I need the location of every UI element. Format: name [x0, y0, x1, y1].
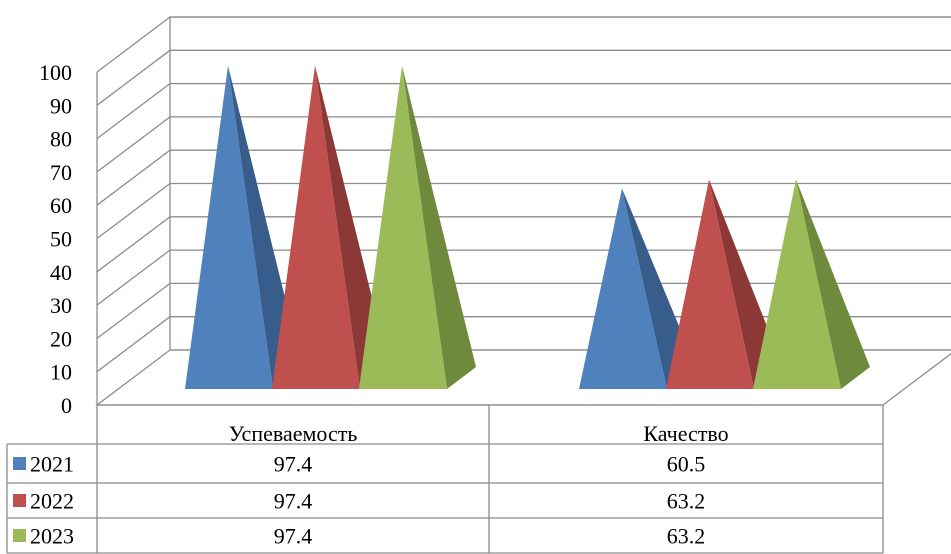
y-tick-label: 30: [50, 293, 72, 318]
legend-label: 2021: [30, 452, 74, 477]
category-label: Успеваемость: [229, 421, 358, 446]
legend-label: 2022: [30, 489, 74, 514]
gridline: [96, 82, 951, 140]
pyramid-bars: [185, 65, 870, 390]
gridline: [96, 216, 951, 273]
gridline: [96, 249, 951, 306]
y-tick-label: 10: [50, 360, 72, 385]
gridline: [96, 116, 951, 173]
data-label: 97.4: [274, 489, 313, 514]
data-label: 97.4: [274, 524, 313, 549]
pyramid-side-2023-0: [402, 65, 476, 390]
y-tick-label: 40: [50, 260, 72, 285]
y-tick-label: 50: [50, 227, 72, 252]
pyramid-2023-1: [753, 179, 841, 389]
legend-swatch: [13, 457, 26, 470]
legend-swatch: [13, 494, 26, 507]
y-tick-label: 70: [50, 160, 72, 185]
y-tick-label: 0: [61, 393, 72, 418]
pyramid-2021-0: [185, 65, 273, 390]
y-tick-label: 60: [50, 193, 72, 218]
pyramid-side-2023-1: [796, 179, 870, 389]
data-label: 63.2: [667, 524, 706, 549]
y-tick-label: 80: [50, 127, 72, 152]
gridline: [96, 182, 951, 240]
legend-label: 2023: [30, 524, 74, 549]
gridline: [96, 149, 951, 206]
data-label: 97.4: [274, 452, 313, 477]
data-label: 60.5: [667, 452, 706, 477]
pyramid-2022-0: [272, 65, 360, 390]
y-axis: 0 10 20 30 40 50 60 70 80 90 100: [39, 60, 72, 418]
y-tick-label: 20: [50, 326, 72, 351]
legend-swatch: [13, 529, 26, 542]
y-tick-label: 90: [50, 93, 72, 118]
gridline: [96, 16, 951, 73]
pyramid-2021-1: [579, 188, 667, 389]
category-label: Качество: [643, 421, 728, 446]
gridline: [96, 49, 951, 106]
data-label: 63.2: [667, 489, 706, 514]
data-table: Успеваемость Качество 2021 97.4 60.5 2022 97.4…: [6, 404, 884, 554]
pyramid-2023-0: [359, 65, 447, 390]
y-tick-label: 100: [39, 60, 72, 85]
pyramid-2022-1: [666, 179, 754, 389]
